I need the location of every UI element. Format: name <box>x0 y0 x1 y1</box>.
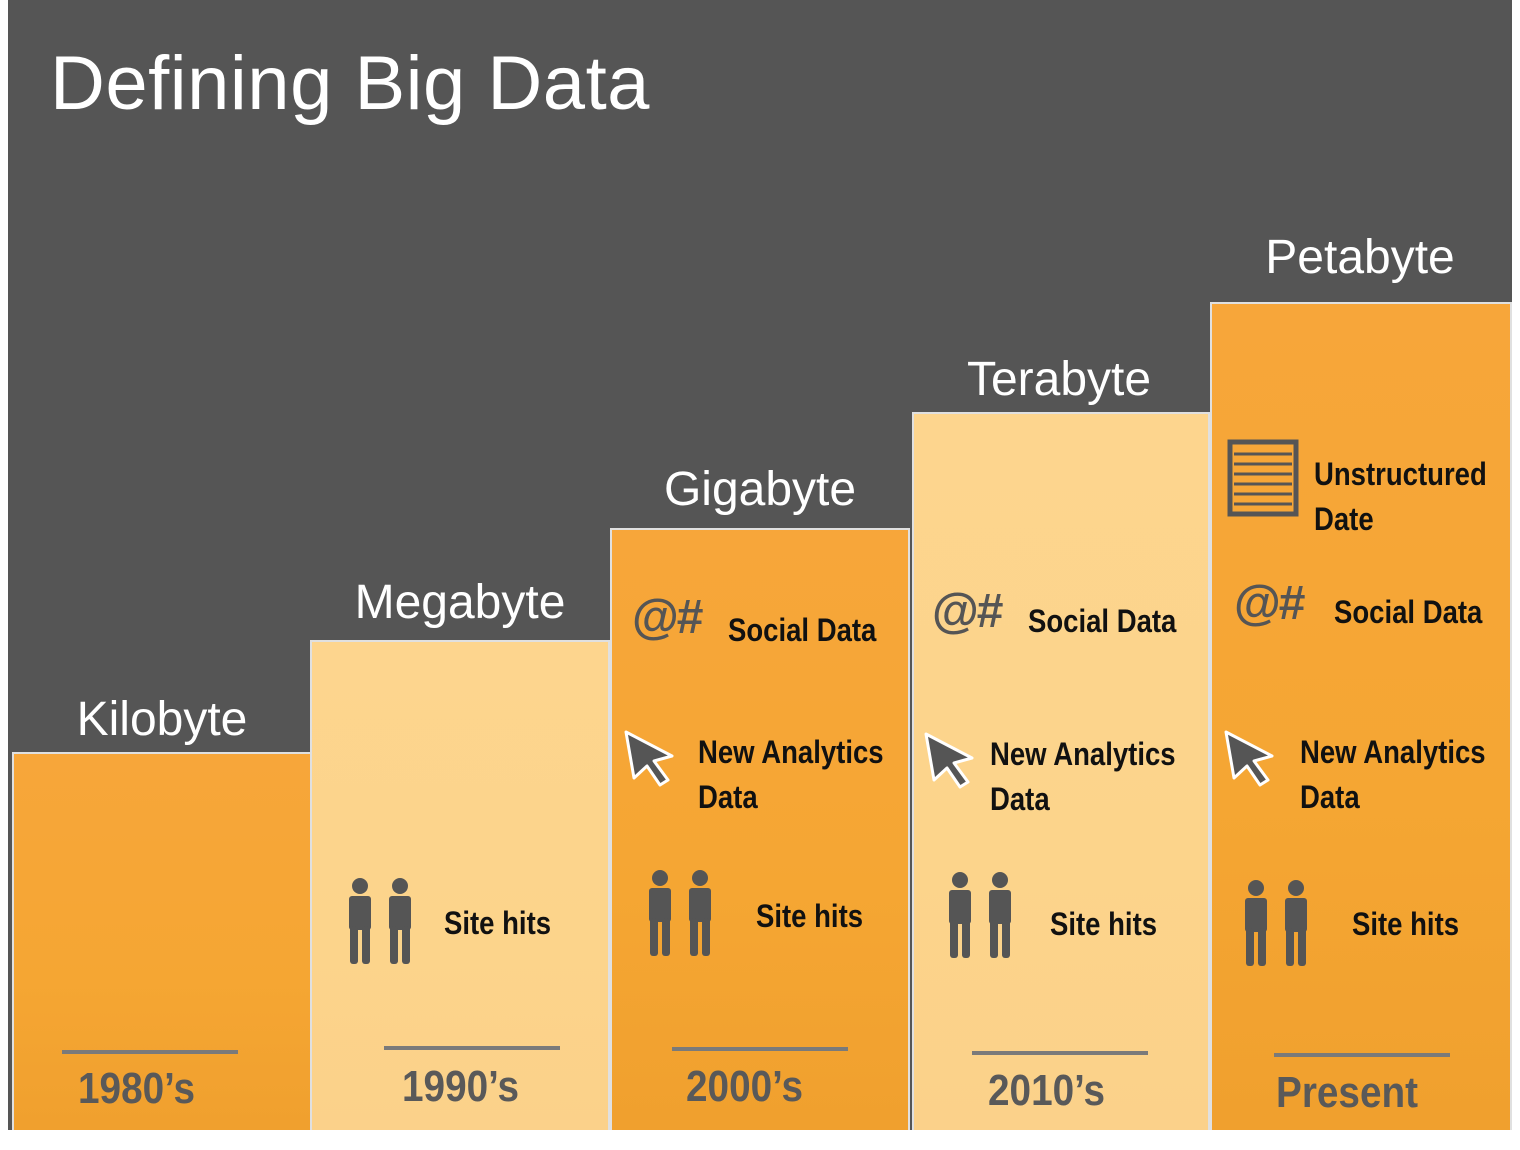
site-hits-label: Site hits <box>756 898 864 934</box>
size-label-petabyte: Petabyte <box>1265 231 1455 284</box>
size-label-terabyte: Terabyte <box>966 353 1152 406</box>
cursor-arrow-icon <box>1224 730 1274 787</box>
column-1990s: Site hits 1990’s <box>310 640 610 1130</box>
size-label-kilobyte: Kilobyte <box>76 693 248 746</box>
column-2000s: @# Social Data New Analytics Data Site h… <box>610 528 910 1130</box>
slide-title: Defining Big Data <box>50 41 650 126</box>
slide: Defining Big Data Kilobyte 1980’s Megaby… <box>8 0 1512 1130</box>
divider <box>62 1050 238 1054</box>
new-analytics-label: New Analytics <box>698 734 884 770</box>
divider <box>1274 1053 1450 1057</box>
column-1980s: 1980’s <box>12 752 312 1130</box>
divider <box>972 1051 1148 1055</box>
era-label: 1990’s <box>402 1062 519 1111</box>
column-present: Unstructured Date @# Social Data New Ana… <box>1210 302 1512 1130</box>
new-analytics-label: New Analytics <box>990 736 1176 772</box>
at-hash-icon: @# <box>1234 577 1305 630</box>
people-icon <box>649 870 711 956</box>
era-label: 1980’s <box>78 1064 195 1113</box>
at-hash-icon: @# <box>932 585 1003 638</box>
new-analytics-label-line2: Data <box>698 779 758 815</box>
divider <box>672 1047 848 1051</box>
size-label-megabyte: Megabyte <box>354 576 566 629</box>
unstructured-label: Unstructured <box>1314 456 1487 492</box>
cursor-arrow-icon <box>924 732 974 789</box>
people-icon <box>949 872 1011 958</box>
people-icon <box>349 878 411 964</box>
people-icon <box>1245 880 1307 966</box>
era-label: 2010’s <box>988 1066 1105 1115</box>
new-analytics-label-line2: Data <box>990 781 1050 817</box>
column-2010s: @# Social Data New Analytics Data Site h… <box>912 412 1210 1130</box>
era-label: Present <box>1276 1068 1419 1117</box>
new-analytics-label: New Analytics <box>1300 734 1486 770</box>
social-data-label: Social Data <box>728 612 877 648</box>
at-hash-icon: @# <box>632 591 703 644</box>
site-hits-label: Site hits <box>1050 906 1158 942</box>
social-data-label: Social Data <box>1334 594 1483 630</box>
unstructured-label-line2: Date <box>1314 501 1374 537</box>
era-label: 2000’s <box>686 1062 803 1111</box>
new-analytics-label-line2: Data <box>1300 779 1360 815</box>
social-data-label: Social Data <box>1028 603 1177 639</box>
cursor-arrow-icon <box>624 730 674 787</box>
document-lines-icon <box>1227 439 1299 517</box>
site-hits-label: Site hits <box>1352 906 1460 942</box>
size-label-gigabyte: Gigabyte <box>663 463 857 516</box>
divider <box>384 1046 560 1050</box>
site-hits-label: Site hits <box>444 905 552 941</box>
